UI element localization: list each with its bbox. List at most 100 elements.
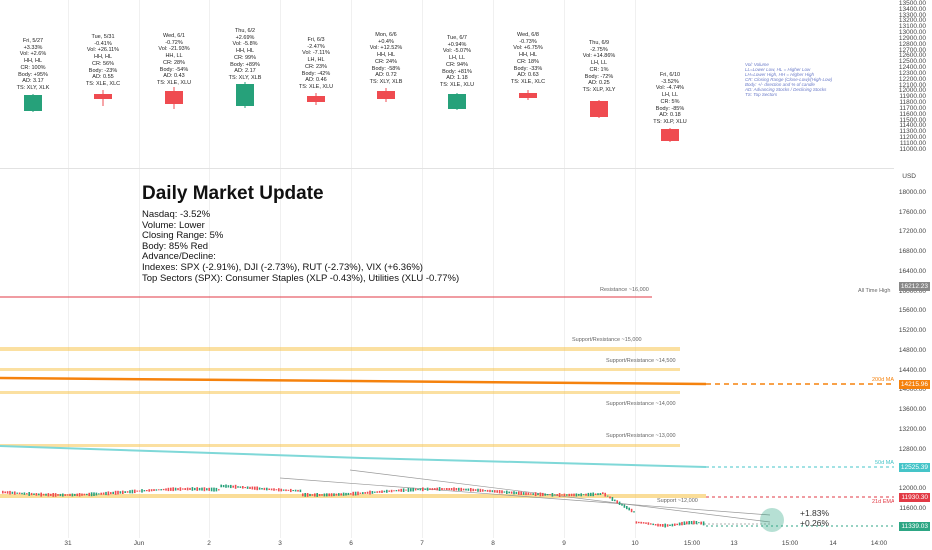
time-tick: 15:00 xyxy=(683,540,701,547)
intraday-candle xyxy=(527,492,530,495)
intraday-candle xyxy=(134,489,136,494)
intraday-candle xyxy=(561,494,563,496)
intraday-candle xyxy=(2,490,4,494)
annotation-line: Vol: -4.74% xyxy=(655,85,685,92)
intraday-candle xyxy=(570,493,573,497)
percent-change-label: +1.83% xyxy=(800,508,830,518)
annotation-line: +0.94% xyxy=(447,41,467,48)
intraday-candle xyxy=(412,487,414,492)
intraday-candle xyxy=(282,489,285,491)
intraday-candle xyxy=(69,493,71,496)
intraday-candle xyxy=(407,487,410,492)
intraday-candle xyxy=(594,493,597,495)
intraday-candle xyxy=(107,491,110,496)
daily-candle xyxy=(519,90,537,100)
intraday-candle xyxy=(74,493,76,496)
intraday-candle xyxy=(678,522,681,526)
intraday-candle xyxy=(508,491,510,494)
intraday-candle xyxy=(450,488,453,491)
daily-candles-panel[interactable]: Fri, 5/27 +3.33% Vol: +2.6% HH, HL CR: 100% B… xyxy=(0,0,894,168)
intraday-candle xyxy=(422,487,424,492)
grid-line xyxy=(493,0,494,538)
price-tick: 13300.00 xyxy=(898,11,926,19)
intraday-candle xyxy=(518,491,520,495)
annotation-line: Fri, 6/3 xyxy=(307,37,325,43)
intraday-candle xyxy=(33,493,35,495)
intraday-candle xyxy=(515,491,518,494)
price-tick: 11400.00 xyxy=(899,122,926,130)
update-line: Nasdaq: -3.52% xyxy=(142,209,211,220)
intraday-candle xyxy=(441,488,443,491)
intraday-candle xyxy=(376,491,378,493)
intraday-candle xyxy=(369,490,371,495)
intraday-candle xyxy=(62,493,64,497)
intraday-candle xyxy=(582,494,585,496)
intraday-candle xyxy=(398,489,400,492)
price-tick: 12100.00 xyxy=(898,81,926,89)
daily-candle xyxy=(448,93,466,110)
intraday-candle xyxy=(489,489,491,493)
intraday-candle xyxy=(554,494,556,496)
intraday-candle xyxy=(196,487,198,491)
intraday-candle xyxy=(213,487,215,492)
intraday-candle xyxy=(100,492,102,495)
intraday-candle xyxy=(431,488,434,491)
intraday-candle xyxy=(690,521,693,525)
intraday-candle xyxy=(57,494,59,496)
intraday-candle xyxy=(225,484,227,488)
intraday-candle xyxy=(357,491,359,496)
intraday-candle xyxy=(323,493,326,497)
intraday-candle xyxy=(585,493,587,496)
annotation-line: LH, LL xyxy=(448,55,466,62)
intraday-candle xyxy=(244,487,246,489)
price-tick: 16400.00 xyxy=(898,267,926,275)
time-tick: 8 xyxy=(491,540,495,547)
intraday-candle xyxy=(194,487,196,491)
levels xyxy=(0,296,894,527)
intraday-candle xyxy=(90,492,93,497)
price-tick: 12700.00 xyxy=(898,46,926,54)
intraday-candle xyxy=(302,493,304,497)
intraday-candle xyxy=(688,521,690,525)
intraday-candle xyxy=(635,521,638,524)
price-tick: 16000.00 xyxy=(898,287,926,295)
day-annotation: Wed, 6/1 -0.72% Vol: -21.93% HH, LL CR: 28% B… xyxy=(145,33,203,87)
intraday-candle xyxy=(405,489,407,491)
intraday-candle xyxy=(126,491,129,493)
legend-line: LH=Lower High, HH = Higher High xyxy=(745,72,815,77)
intraday-candle xyxy=(546,494,549,496)
day-annotation: Fri, 6/3 -2.47% Vol: -7.11% LH, HL CR: 23% Bo… xyxy=(287,37,345,91)
price-tick: 11500.00 xyxy=(899,116,926,124)
time-axis[interactable]: 31 Jun 2 3 6 7 8 9 10 15:00 13 15:00 14 … xyxy=(0,538,894,550)
intraday-candle xyxy=(335,493,338,496)
intraday-candle xyxy=(105,491,107,496)
intraday-candle xyxy=(364,492,366,494)
intraday-candle xyxy=(414,488,417,491)
intraday-candle xyxy=(86,493,88,496)
time-tick: 7 xyxy=(420,540,424,547)
annotation-line: Vol: -5.8% xyxy=(232,41,258,48)
intraday-candle xyxy=(592,492,594,497)
intraday-candle xyxy=(628,507,630,511)
intraday-candle xyxy=(110,492,112,495)
intraday-chart[interactable] xyxy=(0,178,894,534)
intraday-candle xyxy=(59,493,62,497)
intraday-candle xyxy=(626,506,628,510)
intraday-candle xyxy=(146,490,148,492)
price-badge: 16212.23 xyxy=(898,282,930,291)
intraday-candle xyxy=(326,493,328,497)
price-axis[interactable]: 13500.00 13400.00 13300.00 13200.00 13100.00… xyxy=(894,0,932,550)
intraday-candle xyxy=(242,486,244,489)
intraday-candle xyxy=(218,489,220,491)
ma200-label: 200d MA xyxy=(872,377,895,383)
annotation-line: +0.4% xyxy=(378,38,394,45)
price-tick: 12200.00 xyxy=(898,75,926,83)
intraday-candle xyxy=(693,520,695,525)
annotation-line: -0.72% xyxy=(165,39,183,46)
intraday-candle xyxy=(270,488,273,491)
update-line: Closing Range: 5% xyxy=(142,230,224,242)
intraday-candle xyxy=(131,489,134,494)
intraday-candle xyxy=(443,488,446,490)
intraday-candle xyxy=(623,504,626,508)
day-annotation: Thu, 6/2 +2.69% Vol: -5.8% HH, HL CR: 99% Bod… xyxy=(216,28,274,82)
